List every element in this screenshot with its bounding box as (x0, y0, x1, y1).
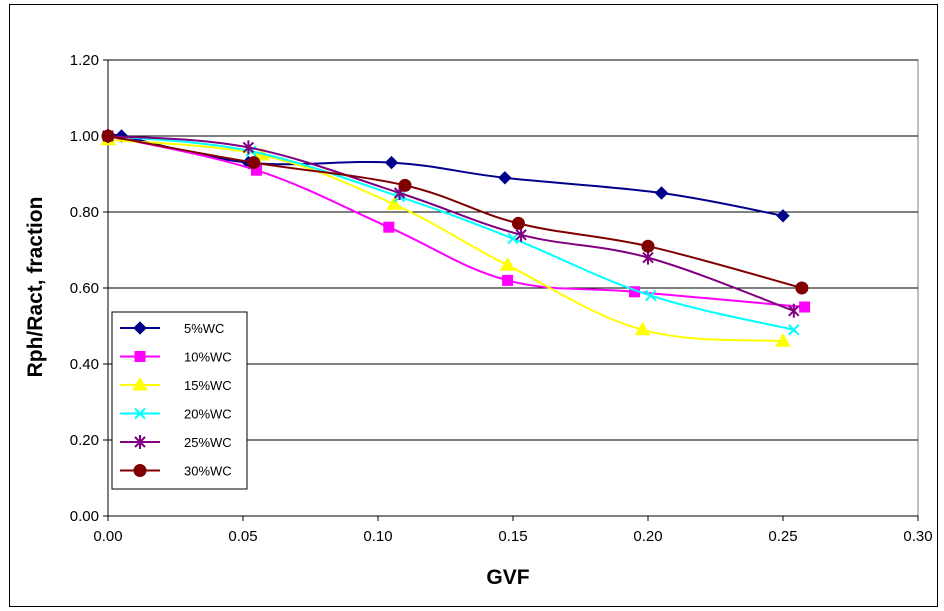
data-point (644, 289, 657, 302)
legend-marker (133, 321, 147, 335)
series-line (107, 135, 795, 331)
series-30pctwc (101, 129, 809, 295)
x-tick-label: 0.15 (498, 528, 527, 545)
series-line (107, 135, 805, 308)
legend-box (111, 311, 248, 490)
legend-item: 15%WC (120, 377, 232, 393)
legend: 5%WC 10%WC 15%WC 20%WC 25%WC 30%WC (111, 311, 248, 490)
series-layer (100, 129, 811, 347)
data-point (386, 196, 403, 210)
legend-marker (133, 464, 147, 477)
data-point (384, 155, 399, 170)
y-tick-label: 0.20 (70, 432, 99, 449)
legend-label: 5%WC (184, 321, 224, 336)
x-tick-label: 0.10 (363, 528, 392, 545)
axes: 0.00 0.20 0.40 0.60 0.80 1.00 1.20 0.00 0.05 0.10… (70, 52, 933, 545)
y-tick-label: 0.60 (70, 280, 99, 297)
data-point (795, 281, 809, 295)
data-point (507, 232, 519, 245)
legend-item: 10%WC (120, 350, 232, 365)
data-point (101, 129, 115, 143)
data-point (776, 209, 790, 223)
x-axis-title: GVF (486, 566, 529, 589)
legend-item: 5%WC (120, 321, 224, 336)
legend-label: 25%WC (184, 435, 232, 450)
data-point (398, 178, 412, 192)
y-tick-label: 0.80 (70, 204, 99, 221)
y-axis-title: Rph/Ract, fraction (24, 197, 47, 378)
legend-label: 20%WC (184, 407, 232, 422)
data-point (641, 239, 655, 253)
legend-marker (134, 351, 146, 362)
legend-label: 15%WC (184, 378, 232, 393)
data-point (502, 274, 514, 286)
legend-marker (134, 407, 146, 420)
y-tick-label: 1.20 (70, 52, 99, 69)
x-tick-label: 0.00 (93, 528, 122, 545)
legend-item: 25%WC (120, 435, 232, 450)
x-tick-label: 0.25 (768, 528, 797, 545)
y-tick-label: 1.00 (70, 128, 99, 145)
legend-item: 30%WC (120, 464, 232, 479)
data-point (634, 321, 651, 336)
legend-marker (132, 377, 148, 391)
data-point (515, 227, 527, 242)
legend-marker (134, 435, 146, 449)
x-tick-label: 0.20 (633, 528, 662, 545)
legend-item: 20%WC (120, 407, 232, 422)
data-point (788, 324, 800, 336)
series-10pctwc (102, 130, 811, 313)
series-line (107, 135, 795, 312)
data-point (242, 140, 255, 155)
legend-label: 30%WC (184, 464, 232, 479)
data-point (383, 221, 395, 233)
x-tick-label: 0.05 (228, 528, 257, 545)
series-25pctwc (102, 129, 800, 318)
data-point (499, 257, 516, 271)
data-point (775, 333, 791, 347)
data-point (642, 250, 654, 265)
data-point (247, 156, 261, 170)
data-point (654, 186, 669, 200)
series-line (107, 138, 784, 343)
data-point (799, 301, 811, 313)
y-tick-label: 0.00 (70, 508, 99, 525)
series-line (107, 135, 803, 289)
data-point (498, 171, 512, 185)
data-point (788, 303, 800, 318)
data-point (511, 216, 525, 230)
legend-label: 10%WC (184, 350, 232, 365)
x-tick-label: 0.30 (903, 528, 932, 545)
y-tick-label: 0.40 (70, 356, 99, 373)
